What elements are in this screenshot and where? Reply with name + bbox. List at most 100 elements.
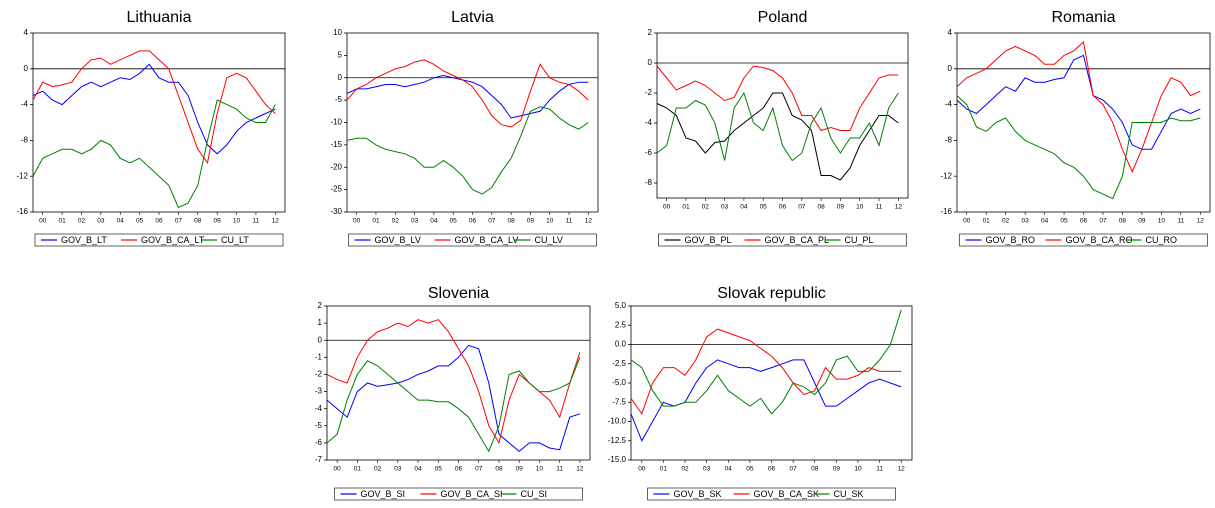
- x-tick-label: 00: [638, 466, 646, 473]
- y-tick-label: -15.0: [608, 455, 627, 464]
- x-tick-label: 12: [895, 204, 903, 211]
- y-tick-label: -1: [315, 352, 323, 361]
- x-tick-label: 05: [435, 466, 443, 473]
- x-tick-label: 03: [97, 218, 105, 225]
- x-tick-label: 06: [155, 218, 163, 225]
- x-tick-label: 10: [233, 218, 241, 225]
- x-tick-label: 04: [1041, 218, 1049, 225]
- y-tick-label: 0: [318, 335, 323, 344]
- legend-box: [959, 233, 1208, 247]
- x-tick-label: 11: [556, 466, 563, 473]
- series-line: [630, 328, 902, 415]
- x-tick-label: 08: [495, 466, 503, 473]
- x-tick-label: 01: [372, 218, 380, 225]
- y-tick-label: 4: [948, 28, 953, 37]
- series-line: [656, 91, 899, 162]
- y-tick-label: -15: [330, 140, 342, 149]
- x-tick-label: 04: [414, 466, 422, 473]
- y-tick-label: -5.0: [612, 378, 626, 387]
- legend-label: CU_PL: [845, 235, 874, 245]
- legend-label: GOV_B_LT: [61, 235, 107, 245]
- x-tick-label: 09: [833, 466, 841, 473]
- y-tick-label: -4: [945, 100, 953, 109]
- x-tick-label: 08: [1119, 218, 1127, 225]
- x-tick-label: 10: [1158, 218, 1166, 225]
- plot-frame: [656, 32, 909, 199]
- legend-label: CU_SK: [834, 489, 864, 499]
- x-tick-label: 05: [746, 466, 754, 473]
- x-tick-label: 12: [585, 218, 593, 225]
- x-tick-label: 10: [536, 466, 544, 473]
- x-tick-label: 06: [779, 204, 787, 211]
- x-tick-label: 11: [876, 466, 883, 473]
- x-tick-label: 05: [136, 218, 144, 225]
- series-line: [630, 309, 902, 415]
- x-tick-label: 08: [817, 204, 825, 211]
- x-tick-label: 07: [789, 466, 797, 473]
- legend-label: GOV_B_RO: [986, 235, 1036, 245]
- y-tick-label: -7.5: [612, 397, 626, 406]
- x-tick-label: 02: [702, 204, 710, 211]
- legend-box: [334, 487, 583, 501]
- legend-label: GOV_B_CA_LV: [455, 235, 519, 245]
- y-tick-label: 4: [24, 28, 29, 37]
- y-tick-label: -5: [335, 95, 343, 104]
- y-tick-label: -8: [945, 136, 953, 145]
- legend-label: GOV_B_PL: [685, 235, 732, 245]
- x-tick-label: 12: [1197, 218, 1205, 225]
- x-tick-label: 09: [1138, 218, 1146, 225]
- y-tick-label: -2.5: [612, 359, 626, 368]
- y-tick-label: -12.5: [608, 436, 627, 445]
- x-tick-label: 04: [117, 218, 125, 225]
- y-tick-label: -2: [645, 88, 653, 97]
- x-tick-label: 11: [566, 218, 573, 225]
- x-tick-label: 10: [856, 204, 864, 211]
- x-tick-label: 06: [1080, 218, 1088, 225]
- y-tick-label: 10: [333, 28, 342, 37]
- x-tick-label: 00: [963, 218, 971, 225]
- legend-label: GOV_B_CA_RO: [1066, 235, 1133, 245]
- x-tick-label: 02: [1002, 218, 1010, 225]
- y-tick-label: -4: [315, 404, 323, 413]
- x-tick-label: 01: [983, 218, 991, 225]
- y-tick-label: -30: [330, 207, 342, 216]
- x-tick-label: 08: [507, 218, 515, 225]
- y-tick-label: 1: [318, 318, 323, 327]
- y-tick-label: -16: [940, 207, 952, 216]
- plot-frame: [326, 305, 591, 461]
- y-tick-label: 0: [948, 64, 953, 73]
- x-tick-label: 06: [455, 466, 463, 473]
- x-tick-label: 02: [392, 218, 400, 225]
- x-tick-label: 05: [760, 204, 768, 211]
- x-tick-label: 09: [214, 218, 222, 225]
- x-tick-label: 00: [333, 466, 341, 473]
- chart-title: Latvia: [451, 9, 494, 26]
- x-tick-label: 02: [78, 218, 86, 225]
- series-line: [326, 344, 581, 453]
- y-tick-label: -12: [940, 171, 952, 180]
- x-tick-label: 11: [1177, 218, 1184, 225]
- x-tick-label: 03: [703, 466, 711, 473]
- legend-label: CU_LT: [221, 235, 249, 245]
- y-tick-label: -6: [315, 438, 323, 447]
- x-tick-label: 11: [876, 204, 883, 211]
- chart-title: Romania: [1051, 9, 1115, 26]
- x-tick-label: 02: [681, 466, 689, 473]
- series-line: [326, 357, 581, 453]
- x-tick-label: 07: [798, 204, 806, 211]
- x-tick-label: 00: [39, 218, 47, 225]
- x-tick-label: 00: [353, 218, 361, 225]
- y-tick-label: 0.0: [615, 340, 627, 349]
- x-tick-label: 01: [682, 204, 690, 211]
- x-tick-label: 01: [660, 466, 668, 473]
- legend-label: CU_RO: [1146, 235, 1178, 245]
- legend-label: CU_SI: [521, 489, 548, 499]
- series-line: [32, 99, 276, 209]
- x-tick-label: 07: [488, 218, 496, 225]
- y-tick-label: -12: [16, 171, 28, 180]
- x-tick-label: 01: [354, 466, 362, 473]
- legend-label: GOV_B_LV: [375, 235, 421, 245]
- series-line: [630, 359, 902, 442]
- legend-box: [658, 233, 907, 247]
- x-tick-label: 10: [854, 466, 862, 473]
